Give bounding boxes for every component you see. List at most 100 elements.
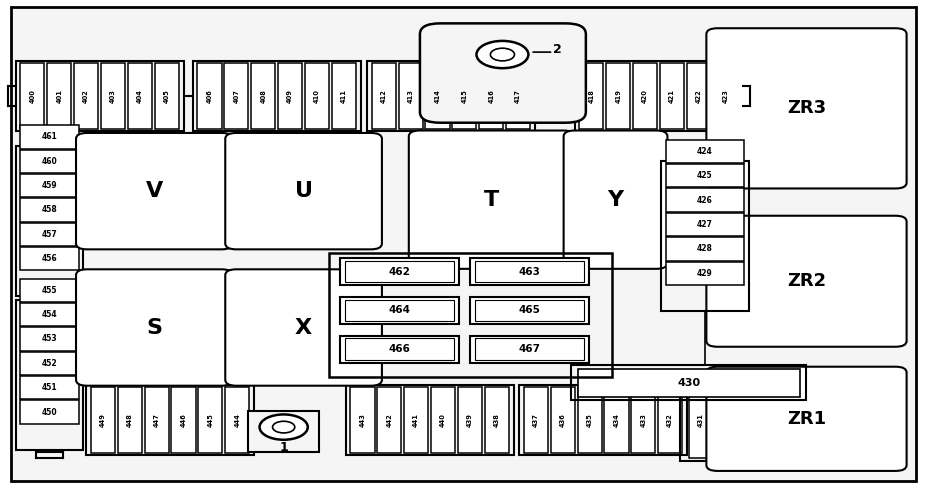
Text: 439: 439 [467, 413, 473, 427]
Text: 407: 407 [234, 89, 239, 103]
FancyBboxPatch shape [714, 63, 738, 129]
FancyBboxPatch shape [76, 269, 233, 386]
FancyBboxPatch shape [578, 387, 602, 453]
Text: 418: 418 [589, 89, 594, 103]
FancyBboxPatch shape [564, 131, 667, 269]
FancyBboxPatch shape [425, 63, 450, 129]
FancyBboxPatch shape [345, 261, 454, 282]
FancyBboxPatch shape [578, 369, 800, 397]
FancyBboxPatch shape [20, 223, 79, 246]
Text: 450: 450 [42, 408, 57, 416]
Text: 436: 436 [560, 413, 565, 427]
FancyBboxPatch shape [76, 133, 233, 249]
Text: 405: 405 [164, 89, 170, 103]
Text: 417: 417 [515, 89, 521, 103]
Text: 456: 456 [42, 254, 57, 263]
Text: 455: 455 [42, 286, 57, 295]
FancyBboxPatch shape [666, 188, 744, 212]
Text: 463: 463 [518, 266, 540, 277]
Text: 2: 2 [553, 43, 562, 56]
Circle shape [260, 414, 308, 440]
FancyBboxPatch shape [225, 387, 249, 453]
FancyBboxPatch shape [666, 164, 744, 187]
FancyBboxPatch shape [604, 387, 629, 453]
FancyBboxPatch shape [224, 63, 248, 129]
Text: T: T [484, 189, 500, 210]
Text: 451: 451 [42, 383, 57, 392]
FancyBboxPatch shape [118, 387, 142, 453]
FancyBboxPatch shape [475, 300, 584, 321]
FancyBboxPatch shape [332, 63, 356, 129]
FancyBboxPatch shape [20, 174, 79, 197]
FancyBboxPatch shape [128, 63, 152, 129]
Text: 412: 412 [381, 89, 387, 103]
Text: 441: 441 [413, 413, 419, 427]
FancyBboxPatch shape [470, 258, 589, 285]
Circle shape [490, 48, 514, 61]
Text: 443: 443 [360, 413, 365, 427]
FancyBboxPatch shape [20, 63, 44, 129]
Text: 426: 426 [697, 196, 713, 205]
Text: 400: 400 [30, 89, 35, 103]
Text: 427: 427 [697, 220, 713, 229]
Text: 419: 419 [616, 89, 621, 103]
Text: 415: 415 [462, 89, 467, 103]
FancyBboxPatch shape [20, 125, 79, 149]
Text: 420: 420 [642, 89, 648, 103]
Text: 401: 401 [57, 89, 62, 103]
FancyBboxPatch shape [20, 198, 79, 222]
Text: 453: 453 [42, 335, 57, 343]
FancyBboxPatch shape [404, 387, 428, 453]
FancyBboxPatch shape [475, 261, 584, 282]
Text: ZR1: ZR1 [787, 410, 826, 428]
Text: 423: 423 [723, 89, 729, 103]
FancyBboxPatch shape [20, 376, 79, 399]
FancyBboxPatch shape [633, 63, 657, 129]
Text: 425: 425 [697, 171, 713, 180]
FancyBboxPatch shape [251, 63, 275, 129]
FancyBboxPatch shape [20, 279, 79, 302]
Text: X: X [295, 318, 312, 337]
FancyBboxPatch shape [372, 63, 396, 129]
FancyBboxPatch shape [20, 352, 79, 375]
FancyBboxPatch shape [658, 387, 682, 453]
FancyBboxPatch shape [666, 262, 744, 285]
FancyBboxPatch shape [470, 336, 589, 363]
FancyBboxPatch shape [197, 63, 222, 129]
FancyBboxPatch shape [20, 150, 79, 173]
Text: 445: 445 [208, 413, 213, 427]
Text: 435: 435 [587, 413, 592, 427]
Text: 434: 434 [614, 413, 619, 427]
Text: 449: 449 [100, 413, 106, 427]
FancyBboxPatch shape [470, 297, 589, 324]
Text: 432: 432 [667, 413, 673, 427]
Text: ZR3: ZR3 [787, 99, 826, 117]
FancyBboxPatch shape [606, 63, 630, 129]
FancyBboxPatch shape [506, 63, 530, 129]
Text: 437: 437 [533, 413, 539, 427]
Circle shape [273, 421, 295, 433]
FancyBboxPatch shape [155, 63, 179, 129]
FancyBboxPatch shape [420, 23, 586, 123]
Text: 444: 444 [235, 413, 240, 427]
FancyBboxPatch shape [74, 63, 98, 129]
Text: 464: 464 [388, 305, 411, 316]
Text: 457: 457 [42, 230, 57, 239]
FancyBboxPatch shape [248, 411, 319, 452]
FancyBboxPatch shape [706, 28, 907, 188]
FancyBboxPatch shape [198, 387, 222, 453]
FancyBboxPatch shape [551, 387, 575, 453]
Text: 428: 428 [697, 244, 713, 253]
FancyBboxPatch shape [431, 387, 455, 453]
FancyBboxPatch shape [689, 382, 713, 458]
Text: 1: 1 [279, 441, 288, 454]
FancyBboxPatch shape [278, 63, 302, 129]
FancyBboxPatch shape [475, 338, 584, 360]
Text: Y: Y [607, 189, 624, 210]
Text: 409: 409 [287, 89, 293, 103]
FancyBboxPatch shape [340, 297, 459, 324]
FancyBboxPatch shape [20, 247, 79, 270]
Text: ZR2: ZR2 [787, 272, 826, 290]
Text: 408: 408 [260, 89, 266, 103]
Text: 411: 411 [341, 89, 347, 103]
